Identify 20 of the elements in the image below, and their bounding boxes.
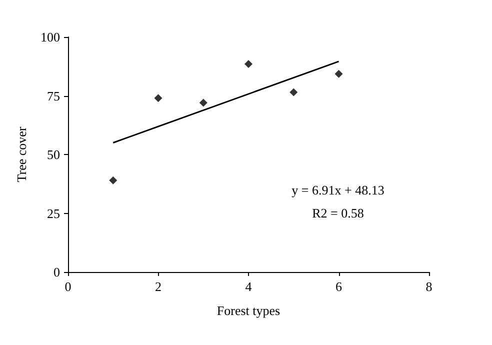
- point: [334, 70, 343, 78]
- x-tick-label: 0: [64, 279, 72, 294]
- y-tick-label: 75: [47, 88, 60, 104]
- y-tick-label: 0: [54, 264, 60, 280]
- x-tick-label: 6: [336, 279, 342, 294]
- x-tick-label: 4: [245, 279, 252, 294]
- y-tick-label: 100: [40, 30, 60, 44]
- y-axis-title: Tree cover: [14, 126, 29, 182]
- point: [244, 60, 252, 68]
- annotation: y = 6.91x + 48.13: [292, 182, 384, 198]
- x-tick-label: 8: [426, 279, 432, 294]
- annotation: R2 = 0.58: [312, 206, 364, 220]
- point: [154, 94, 162, 102]
- x-tick-label: 2: [155, 279, 162, 294]
- x-axis-title: Forest types: [216, 303, 280, 318]
- point: [199, 98, 208, 107]
- point: [109, 176, 118, 184]
- y-tick-label: 50: [47, 147, 60, 162]
- y-tick-label: 25: [47, 206, 60, 221]
- point: [290, 88, 298, 96]
